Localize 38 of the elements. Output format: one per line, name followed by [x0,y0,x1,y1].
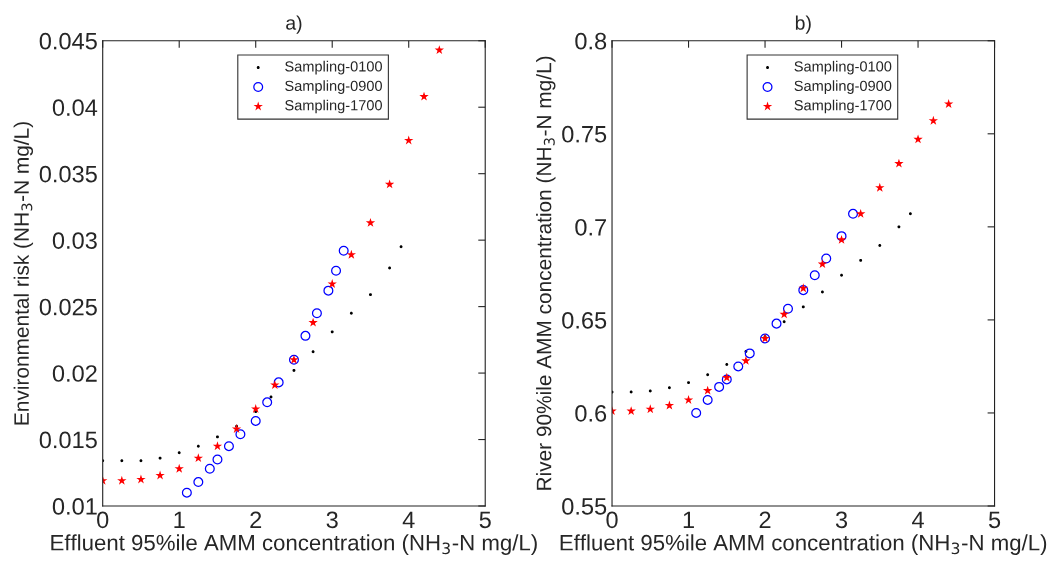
y-tick-label: 0.03 [52,232,97,249]
x-tick-label: 1 [683,511,694,528]
legend-label: Sampling-0900 [285,80,382,94]
x-tick-label: 0 [606,511,618,529]
y-tick-label: 0.75 [562,125,607,143]
x-tick-label: 5 [479,511,491,529]
y-tick-label: 0.015 [39,431,97,449]
chart-title: b) [795,15,811,34]
legend-label: Sampling-0100 [794,60,892,75]
y-axis-title: Environmental risk (NH$_{3}$-N mg/L) [13,122,34,425]
x-tick-label: 0 [97,511,109,529]
y-tick-label: 0.6 [575,405,607,422]
x-tick-label: 3 [835,511,848,529]
x-tick-label: 3 [326,511,338,529]
y-axis-title: River 90%ile AMM concentration (NH$_{3}$-N mg/L) [536,56,556,490]
legend-label: Sampling-1700 [285,99,382,114]
x-tick-label: 5 [988,511,1001,529]
y-tick-label: 0.7 [575,218,606,236]
legend-label: Sampling-0900 [794,80,892,94]
x-tick-label: 2 [250,511,262,528]
x-tick-label: 4 [402,511,415,528]
x-tick-label: 2 [759,511,771,528]
x-axis-title: Effluent 95%ile AMM concentration (NH$_{3}$-N mg/L) [51,534,537,555]
y-tick-label: 0.8 [575,32,607,50]
x-tick-label: 1 [174,511,185,528]
y-tick-label: 0.55 [562,498,607,515]
y-tick-label: 0.045 [39,32,97,50]
legend-label: Sampling-0100 [285,60,382,75]
chart-title: a) [286,15,302,34]
y-tick-label: 0.02 [52,365,97,382]
y-tick-label: 0.01 [52,498,97,515]
y-tick-label: 0.04 [52,99,98,116]
x-axis-title: Effluent 95%ile AMM concentration (NH$_{3}$-N mg/L) [560,534,1047,555]
legend-label: Sampling-1700 [794,99,892,114]
y-tick-label: 0.025 [39,298,97,316]
y-tick-label: 0.65 [562,311,607,329]
x-tick-label: 4 [912,511,924,528]
y-tick-label: 0.035 [39,165,97,183]
